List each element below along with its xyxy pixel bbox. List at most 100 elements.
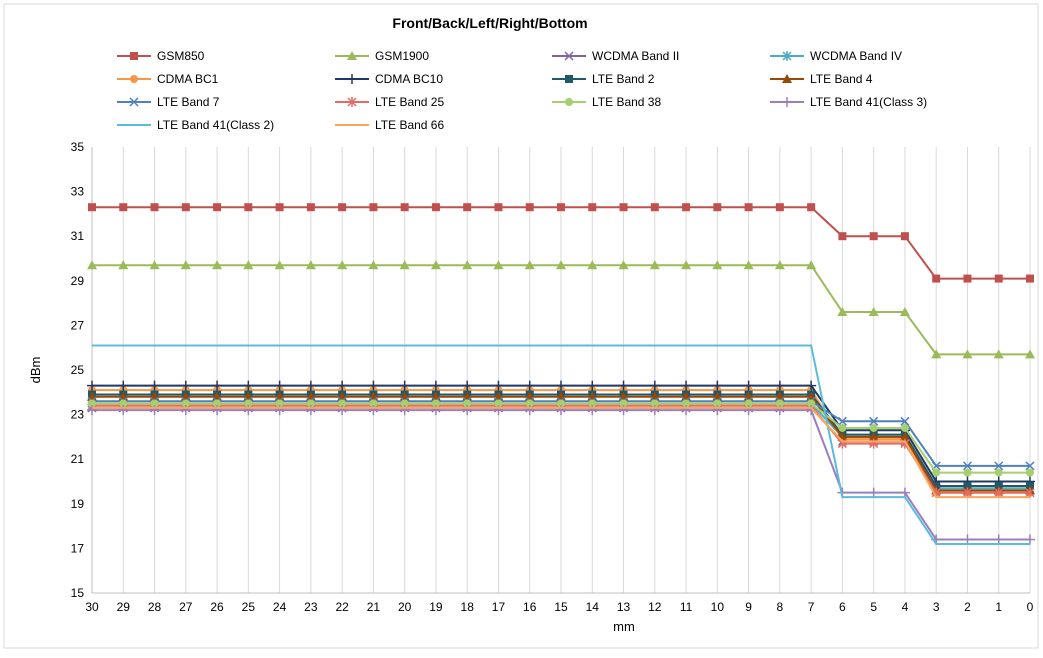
data-point xyxy=(430,380,441,391)
data-point xyxy=(649,405,660,416)
data-point xyxy=(338,203,347,212)
legend-item: GSM1900 xyxy=(335,49,429,63)
data-point xyxy=(713,399,722,408)
y-tick-label: 17 xyxy=(71,541,85,555)
data-point xyxy=(782,51,792,61)
data-point xyxy=(587,260,598,270)
data-point xyxy=(493,380,504,391)
legend-item: LTE Band 41(Class 2) xyxy=(117,118,274,132)
series-lte-band-41-class-2 xyxy=(92,344,1030,545)
data-point xyxy=(399,405,410,416)
data-point xyxy=(868,307,879,317)
data-point xyxy=(399,380,410,391)
data-point xyxy=(212,260,223,270)
data-point xyxy=(181,203,190,212)
data-point xyxy=(463,203,472,212)
data-point xyxy=(180,405,191,416)
series-gsm1900 xyxy=(87,260,1035,359)
data-point xyxy=(932,468,941,477)
data-point xyxy=(87,405,97,416)
data-point xyxy=(462,405,473,416)
legend-label: LTE Band 66 xyxy=(375,118,444,132)
legend-label: LTE Band 2 xyxy=(592,72,655,86)
data-point xyxy=(306,399,315,408)
data-point xyxy=(963,468,972,477)
chart-title: Front/Back/Left/Right/Bottom xyxy=(392,15,587,31)
data-point xyxy=(524,405,535,416)
legend-item: LTE Band 66 xyxy=(335,118,444,132)
data-point xyxy=(619,203,628,212)
data-point xyxy=(88,399,96,408)
data-point xyxy=(565,98,573,106)
data-point xyxy=(243,405,254,416)
data-point xyxy=(368,380,379,391)
data-point xyxy=(118,260,129,270)
data-point xyxy=(305,260,316,270)
data-point xyxy=(899,431,910,441)
data-point xyxy=(557,203,565,212)
data-point xyxy=(275,399,284,408)
data-point xyxy=(807,203,816,212)
legend-item: GSM850 xyxy=(117,49,205,63)
data-point xyxy=(213,399,222,408)
data-point xyxy=(565,75,573,83)
data-point xyxy=(1026,468,1034,477)
data-point xyxy=(305,405,316,416)
data-point xyxy=(774,380,785,391)
legend-label: LTE Band 38 xyxy=(592,95,661,109)
data-point xyxy=(494,399,503,408)
data-point xyxy=(564,51,574,61)
data-point xyxy=(305,380,316,391)
data-point xyxy=(1026,274,1034,283)
data-point xyxy=(587,405,598,416)
data-point xyxy=(712,260,723,270)
x-tick-label: 12 xyxy=(648,600,662,614)
data-point xyxy=(493,405,504,416)
data-point xyxy=(275,203,284,212)
series-line xyxy=(92,344,1030,545)
x-axis-label: mm xyxy=(613,619,635,634)
legend-item: LTE Band 25 xyxy=(335,95,444,109)
data-point xyxy=(869,416,879,426)
data-point xyxy=(994,274,1003,283)
data-point xyxy=(87,260,97,270)
data-point xyxy=(681,260,692,270)
data-point xyxy=(524,380,535,391)
data-point xyxy=(682,399,691,408)
x-tick-label: 1 xyxy=(995,600,1002,614)
legend-label: CDMA BC10 xyxy=(375,72,443,86)
data-point xyxy=(649,380,660,391)
data-point xyxy=(618,260,629,270)
x-tick-label: 9 xyxy=(745,600,752,614)
data-point xyxy=(525,203,534,212)
data-point xyxy=(180,260,191,270)
data-point xyxy=(130,52,138,60)
data-point xyxy=(1025,534,1035,545)
y-tick-label: 21 xyxy=(71,452,85,466)
x-tick-label: 14 xyxy=(586,600,600,614)
data-point xyxy=(180,380,191,391)
data-point xyxy=(775,399,784,408)
data-point xyxy=(681,405,692,416)
data-point xyxy=(338,399,347,408)
x-tick-label: 8 xyxy=(777,600,784,614)
data-point xyxy=(782,97,792,107)
data-point xyxy=(618,405,629,416)
data-point xyxy=(713,203,722,212)
data-point xyxy=(994,468,1003,477)
data-point xyxy=(587,380,598,391)
data-point xyxy=(400,399,409,408)
x-tick-label: 16 xyxy=(523,600,537,614)
data-point xyxy=(347,74,357,84)
y-tick-label: 15 xyxy=(71,586,85,600)
data-point xyxy=(181,399,190,408)
data-point xyxy=(743,260,754,270)
x-tick-label: 0 xyxy=(1027,600,1034,614)
data-point xyxy=(462,380,473,391)
data-point xyxy=(775,203,784,212)
data-point xyxy=(869,232,878,241)
legend-label: LTE Band 4 xyxy=(810,72,873,86)
x-tick-label: 3 xyxy=(933,600,940,614)
